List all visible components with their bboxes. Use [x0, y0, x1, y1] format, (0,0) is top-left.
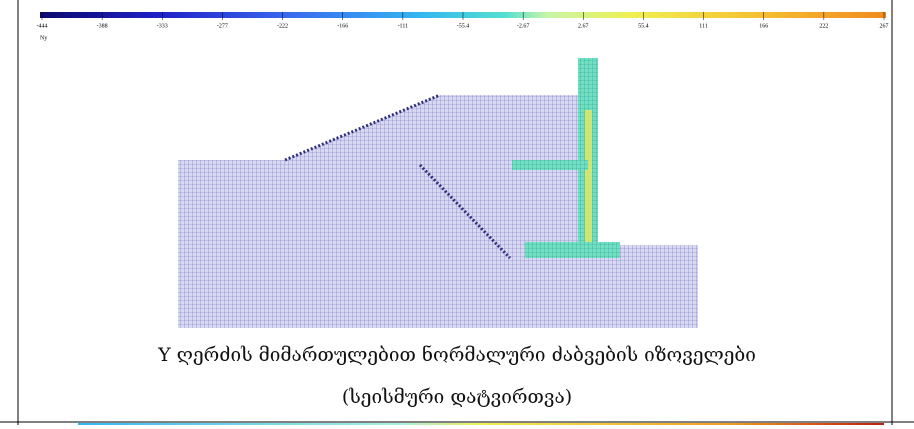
colorbar-tick-label: -388	[97, 23, 108, 29]
colorbar-ticks: -444 -388 -333 -277 -222 -166 -111 -55.4 -2.67 2.…	[37, 12, 889, 29]
colorbar-tick-label: 166	[759, 23, 768, 29]
colorbar-tick-label: 111	[699, 23, 708, 29]
colorbar-tick-label: 222	[819, 23, 828, 29]
colorbar-tick-label: -444	[37, 23, 48, 29]
colorbar-tick-label: 267	[880, 23, 889, 29]
colorbar-tick-label: -333	[157, 23, 168, 29]
colorbar-tick-label: 2.67	[578, 23, 589, 29]
caption-line: Y ღერძის მიმართულებით ნორმალური ძაბვების…	[157, 344, 756, 366]
caption-line: (სეისმური დატვირთვა)	[342, 386, 572, 408]
colorbar-label: Ny	[40, 35, 47, 41]
next-colorbar	[78, 423, 884, 425]
colorbar-tick-label: -277	[217, 23, 228, 29]
colorbar-tick-label: -166	[337, 23, 348, 29]
colorbar-tick-label: -55.4	[457, 23, 470, 29]
colorbar-tick-label: -222	[277, 23, 288, 29]
colorbar-tick-label: 55.4	[638, 23, 649, 29]
colorbar-tick-label: -2.67	[517, 23, 530, 29]
mesh	[178, 58, 698, 328]
colorbar-tick-label: -111	[398, 23, 409, 29]
